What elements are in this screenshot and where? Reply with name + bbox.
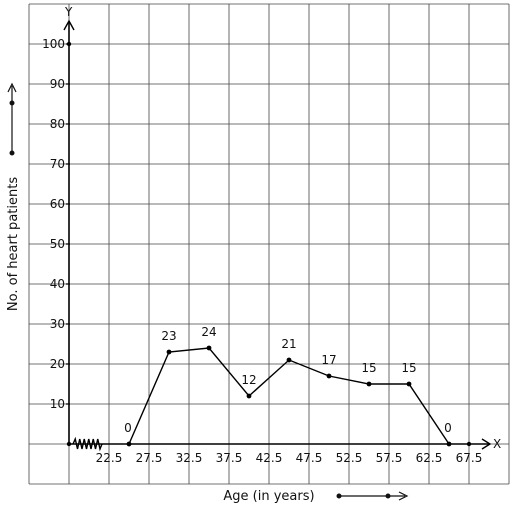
x-tick-label: 47.5 xyxy=(296,451,323,465)
data-point xyxy=(166,349,172,355)
data-point xyxy=(406,381,412,387)
data-label: 0 xyxy=(444,421,452,435)
axes xyxy=(63,19,492,452)
data-label: 23 xyxy=(161,329,176,343)
y-tick-label: 40 xyxy=(50,277,65,291)
data-label: 12 xyxy=(241,373,256,387)
x-axis-arrowhead xyxy=(481,438,492,450)
tick-labels: 22.5 27.5 32.5 37.5 42.5 47.5 52.5 57.5 62.5 67.5… xyxy=(42,37,482,465)
x-tick-label: 37.5 xyxy=(216,451,243,465)
data-label: 15 xyxy=(361,361,376,375)
y-axis-title: No. of heart patients xyxy=(6,177,21,311)
data-point xyxy=(206,345,212,351)
y-tick-label: 30 xyxy=(50,317,65,331)
x-tick-label: 32.5 xyxy=(176,451,203,465)
y-tick-label: 10 xyxy=(50,397,65,411)
data-label: 21 xyxy=(281,337,296,351)
x-tick-label: 62.5 xyxy=(416,451,443,465)
data-point xyxy=(126,441,132,447)
x-tick-label: 27.5 xyxy=(136,451,163,465)
x-tick-label: 42.5 xyxy=(256,451,283,465)
series-line xyxy=(126,345,452,447)
x-tick-label: 57.5 xyxy=(376,451,403,465)
origin-point xyxy=(66,441,72,447)
data-label: 24 xyxy=(201,325,216,339)
data-label: 15 xyxy=(401,361,416,375)
x-axis-title: Age (in years) xyxy=(223,489,314,504)
y-tick-label: 80 xyxy=(50,117,65,131)
y-axis-letter: Y xyxy=(64,5,73,19)
y-axis-arrowhead xyxy=(63,19,75,31)
y-tick-label: 70 xyxy=(50,157,65,171)
y-tick-label: 60 xyxy=(50,197,65,211)
data-point xyxy=(446,441,452,447)
x-tick-label: 22.5 xyxy=(96,451,123,465)
y-tick-label: 90 xyxy=(50,77,65,91)
data-labels: 0 23 24 12 21 17 15 15 0 xyxy=(124,325,452,435)
y-tick-label: 100 xyxy=(42,37,65,51)
y-direction-arrow-icon xyxy=(7,82,17,156)
data-label: 17 xyxy=(321,353,336,367)
data-point xyxy=(326,373,332,379)
y-tick-label: 20 xyxy=(50,357,65,371)
data-point xyxy=(286,357,292,363)
grid xyxy=(28,3,510,485)
y-tick-label: 50 xyxy=(50,237,65,251)
x-tick-label: 52.5 xyxy=(336,451,363,465)
data-point xyxy=(366,381,372,387)
x-axis-letter: X xyxy=(493,437,501,451)
x-direction-arrow-icon xyxy=(336,491,409,501)
x-tick-label: 67.5 xyxy=(456,451,483,465)
data-point xyxy=(246,393,252,399)
axis-break-zigzag xyxy=(72,436,103,452)
data-label: 0 xyxy=(124,421,132,435)
x-axis-end-point xyxy=(466,441,472,447)
